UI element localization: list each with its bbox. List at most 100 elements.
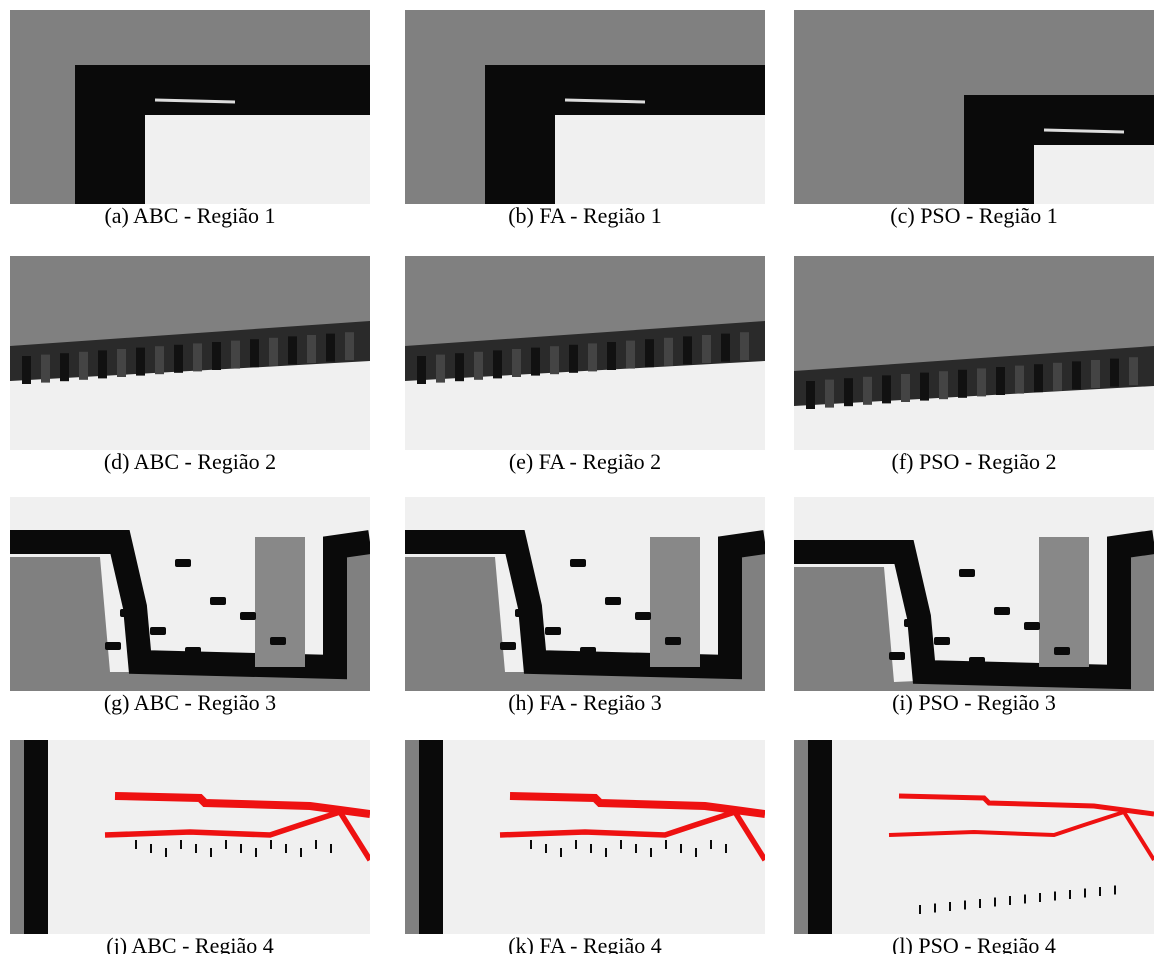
subfigure: (c) PSO - Região 1 [794,10,1154,228]
shelf [255,537,305,667]
tick-mark [919,905,921,914]
wall-post [531,347,540,376]
wall [10,530,370,680]
unknown-area [794,256,1154,376]
tick-mark [994,897,996,907]
wall-post [740,332,749,361]
wall-gap [1043,128,1125,134]
tick-mark [330,844,332,853]
obstacle [665,637,681,645]
wall-post [1110,358,1119,387]
obstacle [580,647,596,655]
tick-mark [680,844,682,853]
wall-post [269,337,278,366]
caption: (f) PSO - Região 2 [892,449,1057,474]
obstacle [904,619,920,627]
tick-mark [695,848,697,857]
tick-mark [1009,896,1011,905]
wall-post [626,340,635,369]
tick-mark [545,844,547,853]
tick-mark [1054,891,1056,901]
wall-post [1015,365,1024,394]
tick-mark [1114,885,1116,895]
wall-post [493,350,502,379]
wall-post [60,353,69,382]
shelf [650,537,700,667]
obstacle [210,597,226,605]
tick-mark [964,900,966,910]
caption: (c) PSO - Região 1 [890,203,1057,228]
path [499,808,765,862]
obstacle [635,612,651,620]
caption: (l) PSO - Região 4 [892,933,1056,954]
tick-mark [725,844,727,853]
wall-post [117,349,126,377]
tick-mark [575,840,577,849]
unknown-strip [10,740,24,934]
background [10,740,370,934]
wall-post [844,378,853,407]
tick-mark [590,844,592,853]
subfigure: (i) PSO - Região 3 [794,497,1154,715]
wall [405,530,765,680]
wall-post [212,342,221,370]
wall-vertical [75,65,145,204]
wall-post [326,333,335,362]
wall-post [958,369,967,398]
tick-mark [635,844,637,853]
map-image [405,10,765,204]
wall-post [645,339,654,368]
shelf [1039,537,1089,667]
obstacle [570,559,586,567]
tick-mark [620,840,622,849]
map-image [794,256,1154,450]
caption: (e) FA - Região 2 [509,449,661,474]
tick-mark [979,899,981,908]
path [888,809,1154,862]
wall-gap [154,98,236,104]
path [898,793,1154,817]
tick-mark [195,844,197,853]
tick-mark [650,848,652,857]
free-area [1034,145,1154,204]
map-image [794,497,1154,691]
tick-mark [1069,890,1071,899]
wall-post [1072,361,1081,390]
tick-mark [225,840,227,849]
tick-mark [665,840,667,849]
wall-post [996,367,1005,395]
tick-mark [255,848,257,857]
tick-mark [210,848,212,857]
map-image [10,740,370,934]
wall-post [345,332,354,361]
tick-mark [1099,887,1101,896]
obstacle [1024,622,1040,630]
wall-post [1129,357,1138,386]
wall-post [436,354,445,383]
wall-post [155,346,164,375]
map-image [10,497,370,691]
map-image [10,256,370,450]
map-image [405,740,765,934]
wall-post [702,335,711,363]
wall-post [863,376,872,405]
free-area [555,115,765,204]
wall [794,530,1154,690]
wall-post [825,379,834,408]
subfigure: (d) ABC - Região 2 [10,256,370,474]
tick-mark [560,848,562,857]
wall-post [288,336,297,365]
subfigure: (f) PSO - Região 2 [794,256,1154,474]
caption: (k) FA - Região 4 [508,933,662,954]
path [114,792,370,818]
obstacle [120,609,136,617]
subfigure: (l) PSO - Região 4 [794,740,1154,954]
subfigure: (j) ABC - Região 4 [10,740,370,954]
map-image [10,10,370,204]
caption: (d) ABC - Região 2 [104,449,276,474]
wall-post [1053,362,1062,391]
free-area [145,115,370,204]
tick-mark [1024,894,1026,904]
wall-post [1091,360,1100,388]
